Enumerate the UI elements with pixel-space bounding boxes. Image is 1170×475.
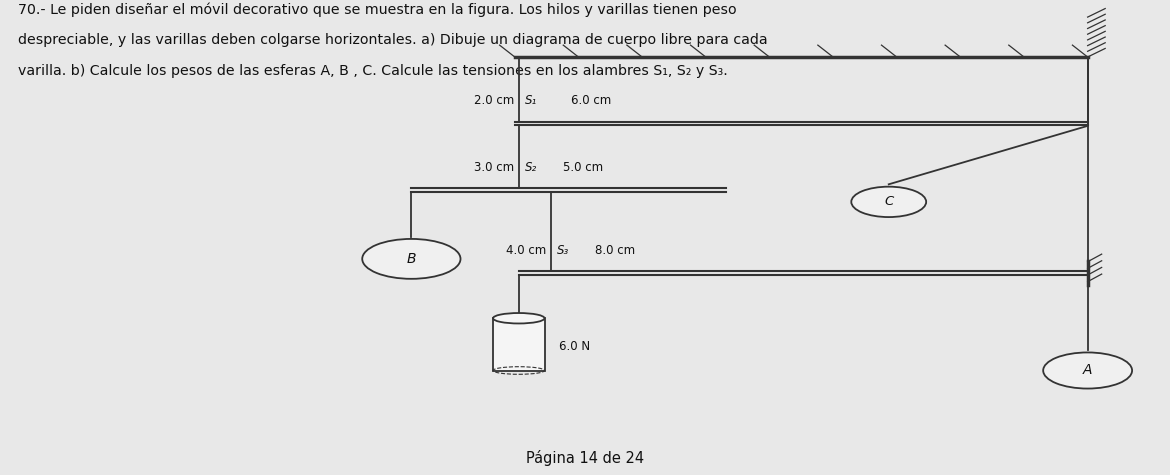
Text: S₁: S₁ [524, 94, 537, 107]
Circle shape [852, 187, 927, 217]
Text: Página 14 de 24: Página 14 de 24 [526, 449, 644, 466]
Circle shape [1044, 352, 1133, 389]
Text: S₃: S₃ [557, 244, 569, 257]
Text: 70.- Le piden diseñar el móvil decorativo que se muestra en la figura. Los hilos: 70.- Le piden diseñar el móvil decorativ… [18, 2, 736, 17]
Text: C: C [885, 195, 894, 209]
Ellipse shape [493, 313, 544, 323]
Text: B: B [407, 252, 417, 266]
Text: 2.0 cm: 2.0 cm [474, 94, 514, 107]
Text: A: A [1083, 363, 1093, 378]
Text: 6.0 cm: 6.0 cm [571, 94, 612, 107]
Text: 5.0 cm: 5.0 cm [563, 161, 604, 174]
Text: S₂: S₂ [524, 161, 537, 174]
Circle shape [363, 239, 461, 279]
Text: 8.0 cm: 8.0 cm [596, 244, 635, 257]
Text: 6.0 N: 6.0 N [558, 340, 590, 353]
Text: despreciable, y las varillas deben colgarse horizontales. a) Dibuje un diagrama : despreciable, y las varillas deben colga… [18, 33, 768, 47]
Text: 4.0 cm: 4.0 cm [505, 244, 546, 257]
Text: 3.0 cm: 3.0 cm [474, 161, 514, 174]
Text: varilla. b) Calcule los pesos de las esferas A, B , C. Calcule las tensiones en : varilla. b) Calcule los pesos de las esf… [18, 64, 728, 78]
Bar [493, 318, 544, 370]
